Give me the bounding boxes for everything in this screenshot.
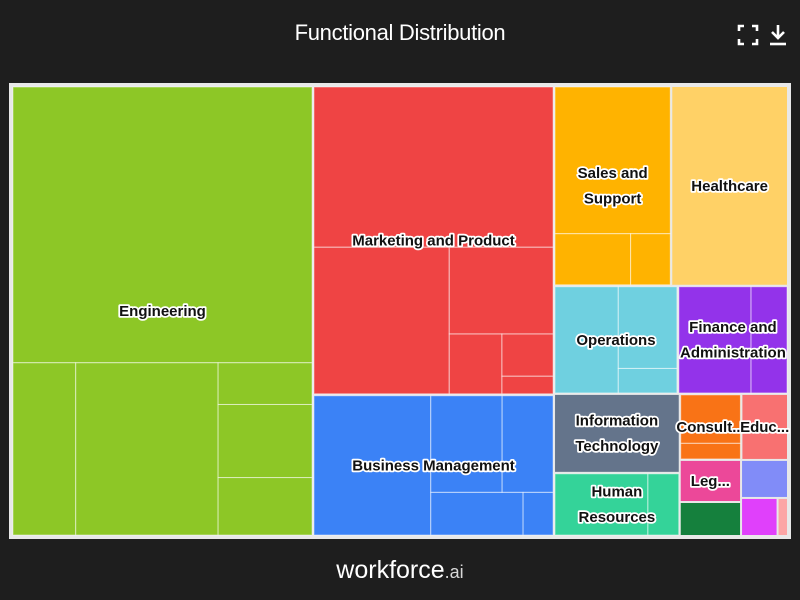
tile-consulting[interactable]: Consult... <box>675 394 746 460</box>
tile-label-engineering: Engineering <box>119 303 206 320</box>
subtile-marketing-and-product-5 <box>501 333 554 377</box>
tile-marketing-and-product[interactable]: Marketing and Product <box>313 86 554 395</box>
tile-information-technology[interactable]: Information Technology <box>555 394 679 472</box>
subtile-marketing-and-product-4 <box>448 333 503 395</box>
tile-healthcare[interactable]: Healthcare <box>672 87 787 285</box>
fullscreen-icon[interactable] <box>736 22 760 48</box>
tile-label-sales-and-support: Sales and Support <box>578 165 648 208</box>
subtile-business-management-3 <box>501 395 554 493</box>
subtile-business-management-2 <box>430 395 503 493</box>
tile-business-management[interactable]: Business Management <box>313 395 554 536</box>
subtile-sales-and-support-2 <box>554 233 632 286</box>
subtile-human-resources-1 <box>554 473 649 536</box>
tile-label-legal: Leg... <box>691 472 730 489</box>
tile-education[interactable]: Educ... <box>738 394 791 459</box>
subtile-engineering-4 <box>217 362 313 405</box>
subtile-operations-2 <box>617 286 678 369</box>
tile-rect-information-technology <box>555 394 679 472</box>
subtile-consulting-2 <box>680 442 741 460</box>
tile-rect-marketing-and-product <box>314 87 554 394</box>
brand-name: workforce <box>336 556 445 584</box>
tile-sales-and-support[interactable]: Sales and Support <box>554 86 671 286</box>
tile-rect-category-13 <box>680 503 741 535</box>
treemap-svg: Engineering Marketing and Product Business… <box>12 86 791 536</box>
subtile-engineering-1 <box>12 86 313 364</box>
tile-rect-human-resources <box>555 473 679 535</box>
subtile-engineering-3 <box>75 362 219 536</box>
subtile-finance-and-administration-1 <box>678 286 752 394</box>
tile-label-business-management: Business Management <box>352 457 515 474</box>
tile-rect-category-16 <box>778 498 787 535</box>
tile-rect-operations <box>555 286 677 393</box>
subtile-marketing-and-product-1 <box>313 86 554 248</box>
brand-logo: workforce.ai <box>0 556 800 585</box>
tile-label-marketing-and-product: Marketing and Product <box>352 232 515 249</box>
tile-label-operations: Operations <box>576 331 655 348</box>
subtile-human-resources-2 <box>647 473 680 536</box>
tile-rect-sales-and-support <box>555 87 671 285</box>
download-icon[interactable] <box>766 22 790 48</box>
tile-rect-category-15 <box>742 498 777 535</box>
subtile-marketing-and-product-3 <box>448 246 554 335</box>
tile-label-information-technology: Information Technology <box>575 412 659 455</box>
chart-title: Functional Distribution <box>294 20 506 45</box>
tile-rect-category-14 <box>742 460 787 497</box>
subtile-engineering-2 <box>12 362 77 536</box>
tile-rect-healthcare <box>672 87 787 285</box>
subtile-consulting-1 <box>680 394 741 444</box>
tile-category-13[interactable] <box>680 503 741 535</box>
tile-rect-consulting <box>680 394 741 459</box>
subtile-finance-and-administration-2 <box>750 286 788 354</box>
tile-label-finance-and-administration: Finance and Administration <box>680 319 786 362</box>
tile-legal[interactable]: Leg... <box>680 460 741 502</box>
tile-label-education: Educ... <box>740 418 789 435</box>
tile-rect-engineering <box>13 87 313 535</box>
tile-label-healthcare: Healthcare <box>691 177 768 194</box>
tile-rect-business-management <box>314 395 554 535</box>
tile-rect-education <box>742 394 787 459</box>
treemap-chart: Engineering Marketing and Product Business… <box>9 83 791 539</box>
subtile-marketing-and-product-2 <box>313 246 450 395</box>
subtile-operations-1 <box>554 286 619 394</box>
subtile-engineering-5 <box>217 403 313 479</box>
tile-rect-legal <box>680 460 741 502</box>
tile-category-14[interactable] <box>742 460 787 497</box>
subtile-finance-and-administration-3 <box>750 352 788 394</box>
subtile-engineering-6 <box>217 477 313 536</box>
subtile-marketing-and-product-6 <box>501 375 554 395</box>
tile-finance-and-administration[interactable]: Finance and Administration <box>678 286 788 394</box>
subtile-business-management-1 <box>313 395 432 536</box>
tile-human-resources[interactable]: Human Resources <box>554 473 680 536</box>
tile-category-15[interactable] <box>742 498 777 535</box>
subtile-operations-3 <box>617 367 678 394</box>
subtile-business-management-4 <box>430 491 524 536</box>
tile-category-16[interactable] <box>778 498 787 535</box>
subtile-sales-and-support-3 <box>630 233 671 286</box>
tile-label-consulting: Consult... <box>676 418 744 435</box>
tile-label-human-resources: Human Resources <box>579 483 656 526</box>
subtile-sales-and-support-1 <box>554 86 671 235</box>
tile-engineering[interactable]: Engineering <box>12 86 313 536</box>
subtile-business-management-5 <box>522 491 554 536</box>
tile-operations[interactable]: Operations <box>554 286 678 394</box>
brand-tld: .ai <box>444 562 464 582</box>
tile-rect-finance-and-administration <box>678 286 787 393</box>
